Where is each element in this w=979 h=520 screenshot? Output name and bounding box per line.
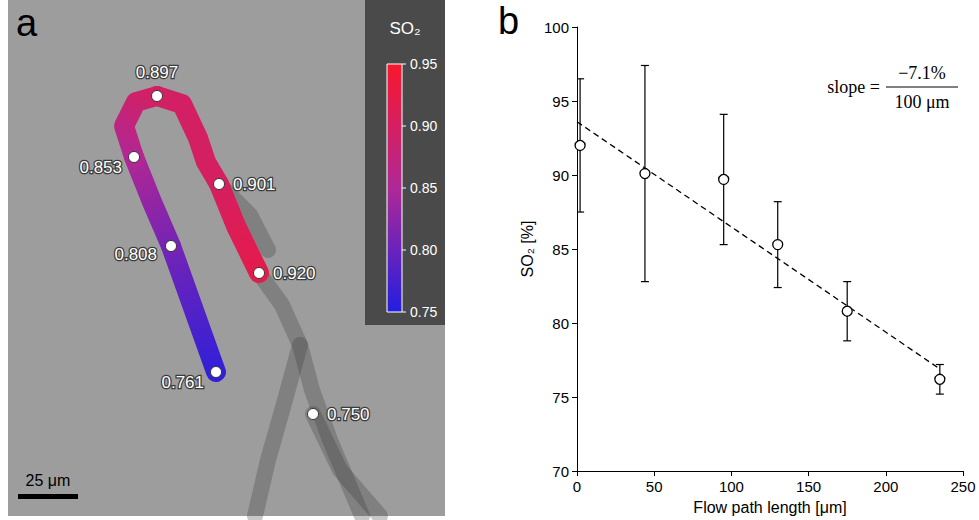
svg-text:0.808: 0.808 bbox=[114, 245, 157, 264]
svg-text:100: 100 bbox=[719, 478, 744, 495]
svg-text:0.90: 0.90 bbox=[410, 118, 437, 134]
svg-text:−7.1%: −7.1% bbox=[898, 63, 946, 83]
svg-text:Flow path length [μm]: Flow path length [μm] bbox=[693, 499, 846, 516]
svg-text:SO₂ [%]: SO₂ [%] bbox=[519, 221, 536, 278]
svg-text:25 μm: 25 μm bbox=[26, 472, 71, 489]
svg-text:85: 85 bbox=[552, 241, 569, 258]
svg-text:100: 100 bbox=[544, 19, 569, 36]
svg-text:100 μm: 100 μm bbox=[894, 92, 949, 112]
svg-text:0.95: 0.95 bbox=[410, 56, 437, 72]
svg-text:150: 150 bbox=[796, 478, 821, 495]
svg-text:0: 0 bbox=[573, 478, 581, 495]
svg-text:SO₂: SO₂ bbox=[389, 19, 420, 38]
svg-text:90: 90 bbox=[552, 167, 569, 184]
svg-text:0.897: 0.897 bbox=[136, 63, 179, 82]
svg-text:0.80: 0.80 bbox=[410, 242, 437, 258]
svg-text:70: 70 bbox=[552, 463, 569, 480]
svg-text:50: 50 bbox=[646, 478, 663, 495]
svg-text:0.75: 0.75 bbox=[410, 304, 437, 320]
svg-text:95: 95 bbox=[552, 93, 569, 110]
svg-text:0.853: 0.853 bbox=[79, 158, 122, 177]
svg-text:75: 75 bbox=[552, 389, 569, 406]
svg-text:slope =: slope = bbox=[827, 77, 880, 97]
svg-text:0.901: 0.901 bbox=[233, 175, 276, 194]
svg-text:0.920: 0.920 bbox=[273, 264, 316, 283]
svg-text:200: 200 bbox=[873, 478, 898, 495]
svg-text:250: 250 bbox=[950, 478, 975, 495]
svg-text:0.85: 0.85 bbox=[410, 180, 437, 196]
svg-text:0.750: 0.750 bbox=[327, 405, 370, 424]
svg-text:0.761: 0.761 bbox=[161, 373, 204, 392]
svg-text:80: 80 bbox=[552, 315, 569, 332]
svg-text:a: a bbox=[16, 2, 38, 44]
svg-text:b: b bbox=[498, 0, 519, 42]
